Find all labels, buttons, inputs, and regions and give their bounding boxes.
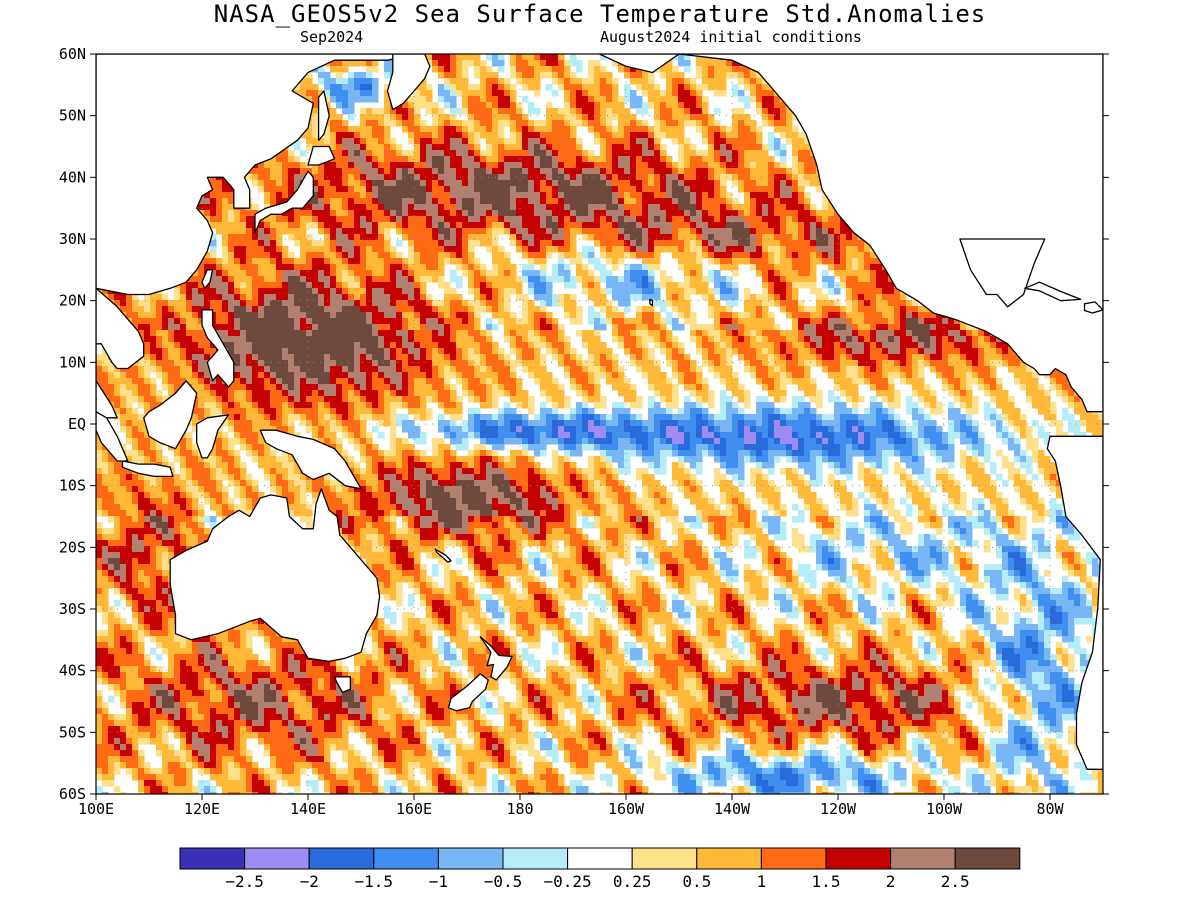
latitude-label: 50S — [59, 723, 86, 741]
longitude-label: 100E — [78, 800, 114, 818]
longitude-label: 140W — [714, 800, 751, 818]
colorbar-labels: −2.5 −2 −1.5 −1 −0.5 −0.25 0.25 0.5 1 1.5 2 2.5 — [225, 872, 969, 891]
colorbar-label: 1.5 — [812, 872, 841, 891]
longitude-label: 140E — [290, 800, 326, 818]
latitude-label: 40S — [59, 662, 86, 680]
colorbar-swatch — [760, 847, 827, 870]
java-land — [121, 460, 174, 478]
colorbar-label: −0.25 — [544, 872, 592, 891]
borneo-land — [143, 380, 198, 450]
colorbar-label: −2.5 — [225, 872, 264, 891]
longitude-label: 100W — [926, 800, 963, 818]
axis-ticks — [90, 53, 1109, 800]
latitude-labels: 60N 50N 40N 30N 20N 10N EQ 10S 20S 30S 40S 50S 60S — [59, 45, 86, 803]
hokkaido-land — [307, 145, 336, 166]
latitude-label: 10N — [59, 353, 86, 371]
hawaii-land — [649, 298, 654, 307]
landmasses — [96, 54, 1103, 770]
new-caledonia-land — [434, 548, 452, 563]
colorbar-label: −2 — [300, 872, 319, 891]
initial-conditions-label: August2024 initial conditions — [600, 28, 862, 46]
longitude-label: 120E — [184, 800, 220, 818]
colorbar-label: −1.5 — [355, 872, 394, 891]
taiwan-land — [201, 269, 214, 289]
colorbar-label: 0.25 — [613, 872, 652, 891]
latitude-label: 60S — [59, 785, 86, 803]
hispaniola-land — [1083, 301, 1103, 314]
colorbar-swatch — [567, 847, 633, 870]
colorbar-label: −1 — [429, 872, 448, 891]
latitude-label: 30S — [59, 600, 86, 618]
colorbar-swatch — [373, 847, 439, 870]
colorbar-swatch — [244, 847, 310, 870]
colorbar — [179, 847, 1021, 870]
latitude-label: 30N — [59, 230, 86, 248]
longitude-label: 160E — [396, 800, 432, 818]
colorbar-swatch — [308, 847, 375, 870]
asia-mainland-land — [96, 54, 415, 296]
latitude-label: 10S — [59, 477, 86, 495]
longitude-labels: 100E 120E 140E 160E 180 160W 140W 120W 100W 80W — [78, 800, 1065, 818]
latitude-label: EQ — [68, 415, 86, 433]
colorbar-swatch — [179, 847, 246, 870]
graticule — [96, 54, 1103, 794]
colorbar-label: 2 — [886, 872, 896, 891]
sulawesi-land — [196, 414, 230, 459]
gulf-of-mexico-land — [959, 238, 1046, 308]
philippines-land — [201, 309, 235, 388]
longitude-label: 120W — [820, 800, 857, 818]
colorbar-swatch — [696, 847, 762, 870]
sakhalin-land — [317, 90, 330, 141]
latitude-label: 40N — [59, 168, 86, 186]
cuba-land — [1023, 281, 1082, 302]
colorbar-swatch — [631, 847, 698, 870]
colorbar-swatch — [825, 847, 892, 870]
latitude-label: 20S — [59, 538, 86, 556]
colorbar-label: 1 — [757, 872, 767, 891]
south-america-land — [1046, 435, 1103, 770]
colorbar-label: −0.5 — [484, 872, 523, 891]
longitude-label: 180 — [506, 800, 533, 818]
new-zealand-south-land — [447, 673, 489, 712]
colorbar-label: 2.5 — [941, 872, 970, 891]
latitude-label: 60N — [59, 45, 86, 63]
colorbar-swatch — [437, 847, 504, 870]
map-title: NASA_GEOS5v2 Sea Surface Temperature Std… — [213, 0, 987, 28]
japan-land — [254, 170, 314, 234]
australia-land — [169, 488, 381, 663]
tasmania-land — [333, 676, 352, 693]
colorbar-swatch — [890, 847, 956, 870]
kamchatka-land — [386, 54, 431, 111]
longitude-label: 160W — [608, 800, 645, 818]
colorbar-swatch — [954, 847, 1021, 870]
latitude-label: 50N — [59, 107, 86, 125]
forecast-month-label: Sep2024 — [300, 28, 364, 46]
asia-land — [96, 54, 145, 419]
north-america-land — [598, 54, 1103, 413]
longitude-label: 80W — [1036, 800, 1064, 818]
latitude-label: 20N — [59, 292, 86, 310]
colorbar-swatch — [502, 847, 569, 870]
new-guinea-land — [259, 429, 362, 490]
new-zealand-north-land — [479, 636, 513, 681]
colorbar-label: 0.5 — [682, 872, 711, 891]
